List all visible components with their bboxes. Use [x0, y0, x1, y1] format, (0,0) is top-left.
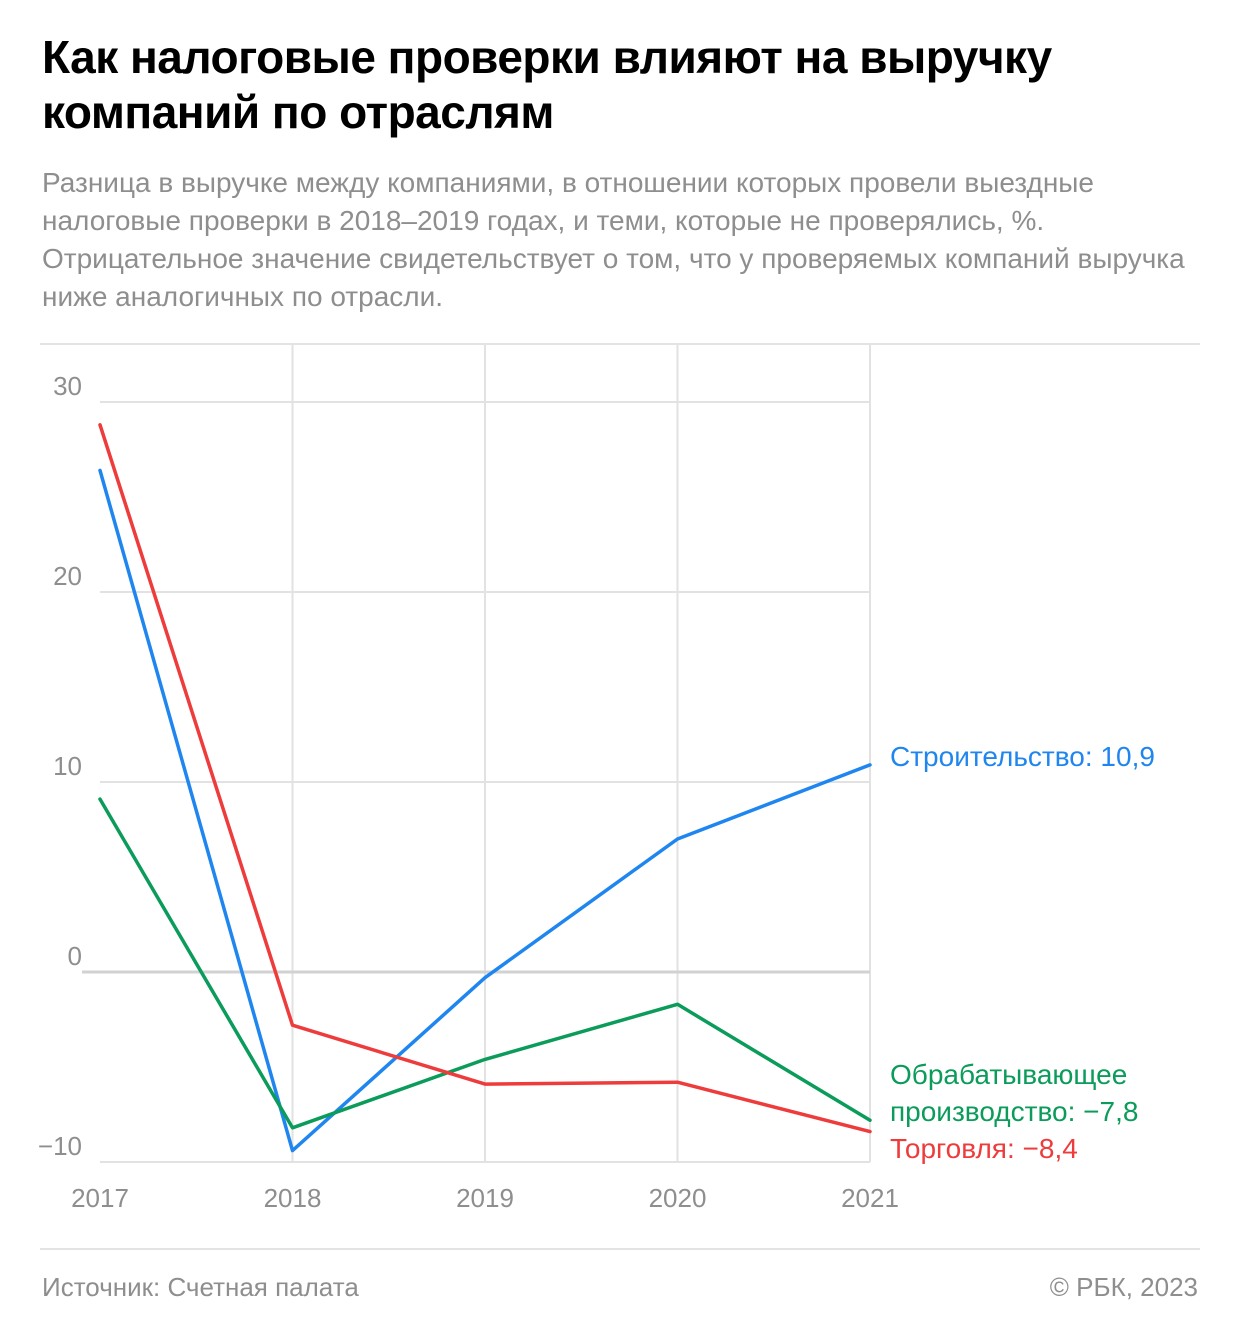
x-tick-label: 2020 [649, 1183, 707, 1213]
x-tick-label: 2017 [71, 1183, 129, 1213]
series-end-label: Строительство: 10,9 [890, 741, 1155, 772]
series-lines [98, 423, 872, 1153]
y-tick-label: 10 [53, 751, 82, 781]
series-end-label-line: Строительство: 10,9 [890, 741, 1155, 772]
bottom-divider [40, 1248, 1200, 1250]
x-tick-label: 2021 [841, 1183, 899, 1213]
x-tick-label: 2019 [456, 1183, 514, 1213]
top-divider [40, 343, 1200, 345]
series-labels: Строительство: 10,9 Обрабатывающее произво… [890, 741, 1155, 1164]
y-tick-label: 30 [53, 371, 82, 401]
series-end-label: Обрабатывающее производство: −7,8 [890, 1059, 1138, 1127]
copyright-note: © РБК, 2023 [1049, 1272, 1198, 1302]
series-line [98, 468, 872, 1153]
series-end-label-line: производство: −7,8 [890, 1096, 1138, 1127]
chart-title: Как налоговые проверки влияют на выручку… [42, 31, 1052, 138]
series-line [98, 423, 872, 1134]
series-line [98, 797, 872, 1130]
series-end-label: Торговля: −8,4 [890, 1133, 1078, 1164]
y-tick-label: 20 [53, 561, 82, 591]
chart-grid [82, 345, 871, 1163]
x-tick-label: 2018 [264, 1183, 322, 1213]
y-tick-label: −10 [38, 1131, 82, 1161]
x-axis-ticks: 2017 2018 2019 2020 2021 [71, 1183, 899, 1213]
series-end-label-line: Торговля: −8,4 [890, 1133, 1078, 1164]
series-end-label-line: Обрабатывающее [890, 1059, 1127, 1090]
y-tick-label: 0 [68, 941, 82, 971]
source-note: Источник: Счетная палата [42, 1272, 359, 1302]
y-axis-ticks: 30 20 10 0 −10 [38, 371, 82, 1161]
chart-subtitle: Разница в выручке между компаниями, в от… [42, 167, 1185, 312]
